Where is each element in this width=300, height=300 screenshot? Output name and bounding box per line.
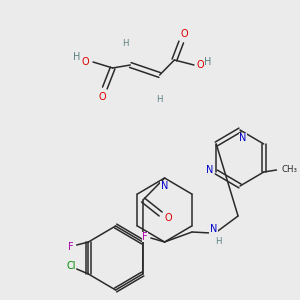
Text: H: H xyxy=(215,236,222,245)
Text: Cl: Cl xyxy=(66,261,76,271)
Text: O: O xyxy=(196,60,204,70)
Text: H: H xyxy=(122,38,129,47)
Text: N: N xyxy=(161,181,168,191)
Text: CH₃: CH₃ xyxy=(281,164,297,173)
Text: F: F xyxy=(142,232,148,242)
Text: H: H xyxy=(204,57,212,67)
Text: N: N xyxy=(239,133,247,143)
Text: O: O xyxy=(81,57,89,67)
Text: H: H xyxy=(73,52,80,62)
Text: H: H xyxy=(156,94,163,103)
Text: O: O xyxy=(98,92,106,102)
Text: O: O xyxy=(165,213,172,223)
Text: O: O xyxy=(180,29,188,39)
Text: F: F xyxy=(68,242,74,252)
Text: N: N xyxy=(206,165,213,175)
Text: N: N xyxy=(210,224,217,234)
